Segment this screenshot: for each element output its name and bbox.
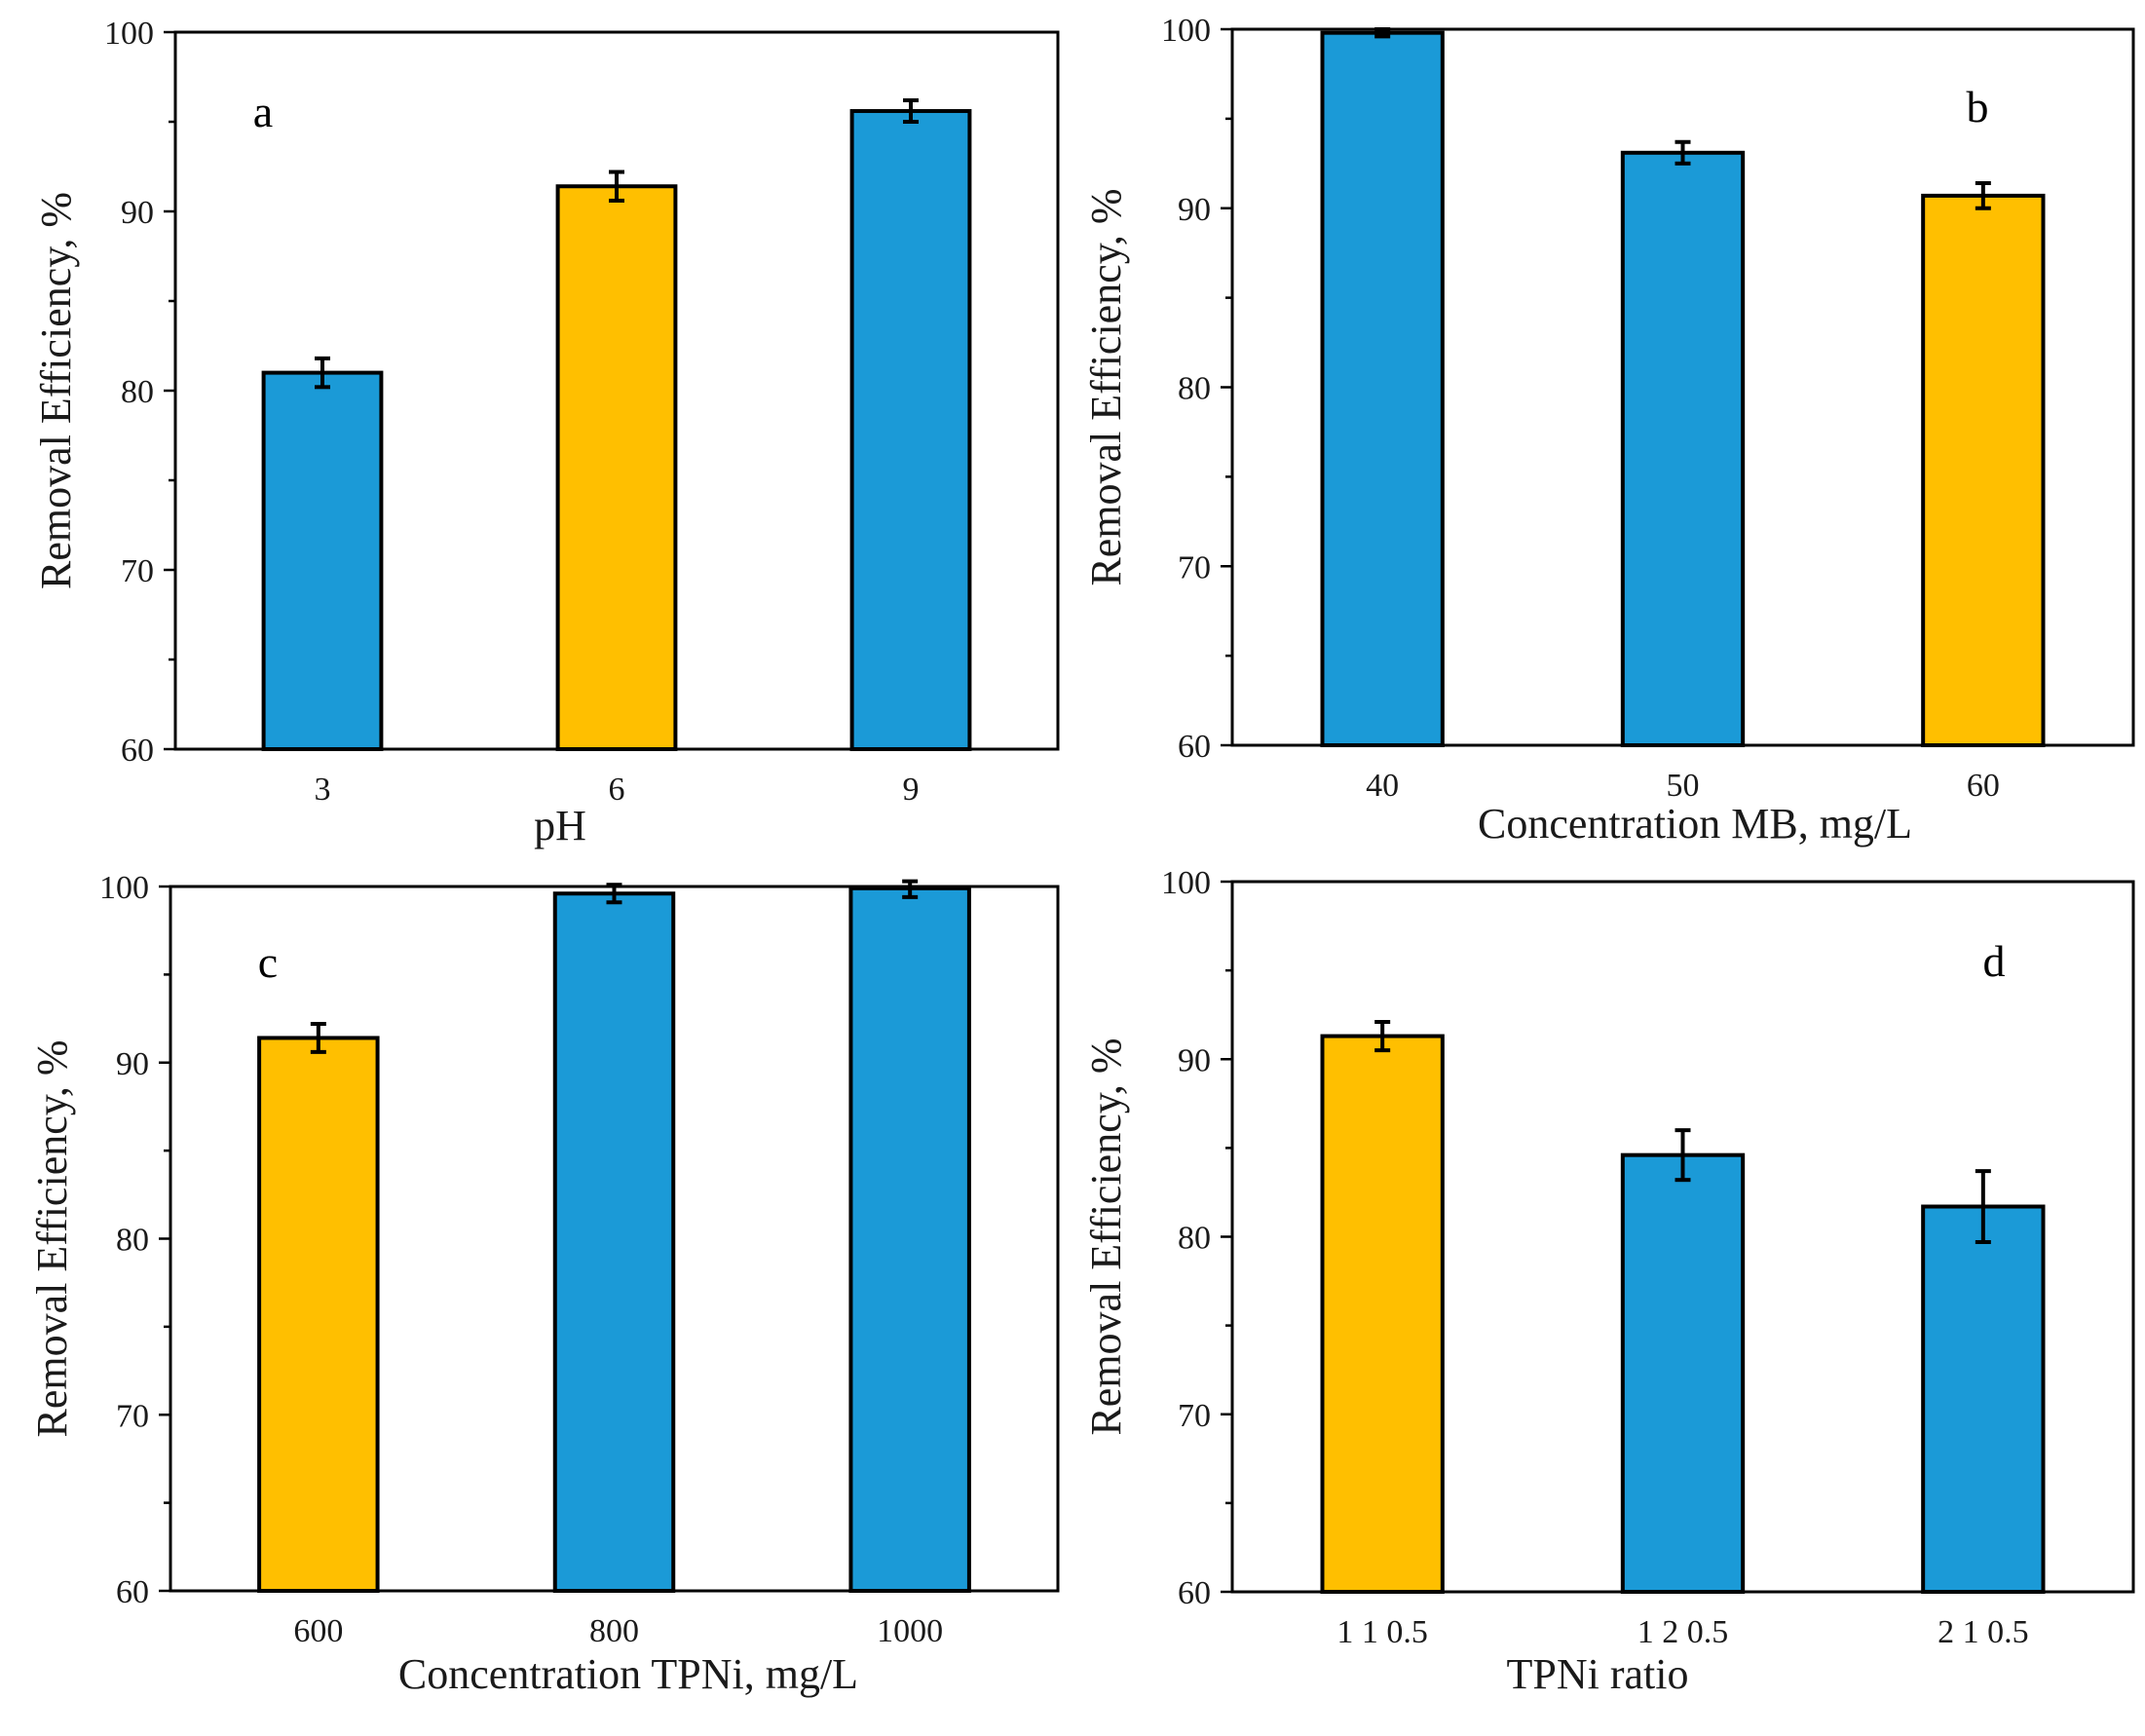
x-tick-label: 1 2 0.5: [1637, 1614, 1729, 1650]
bar-600: [257, 1036, 380, 1593]
panel-c: 60 70 80 90 100 600 800 1000 Concentration TPNi,…: [28, 870, 1060, 1698]
panel-label: b: [1967, 82, 1989, 132]
bar-2-1-0.5: [1921, 1204, 2046, 1594]
bar-60: [1921, 193, 2046, 747]
error-bar: [1675, 1128, 1691, 1183]
y-axis-title: Removal Efficiency, %: [32, 192, 80, 589]
y-tick-label: 60: [1178, 1575, 1211, 1611]
panel-a: 60 70 80 90 100 3 6 9 pH Removal Efficiency, % a: [32, 16, 1060, 849]
panel-d: 60 70 80 90 100 1 1 0.5 1 2 0.5 2 1 0.5 TPNi rat…: [1082, 865, 2135, 1698]
x-tick-label: 40: [1366, 768, 1399, 804]
panel-label: d: [1983, 936, 2006, 986]
y-tick-label: 70: [1178, 1398, 1211, 1434]
y-tick-label: 90: [1178, 192, 1211, 228]
y-tick-label: 60: [121, 733, 154, 769]
bar-800: [552, 891, 676, 1593]
x-axis-title: Concentration TPNi, mg/L: [398, 1650, 858, 1698]
x-tick-label: 3: [315, 772, 331, 808]
x-tick-label: 2 1 0.5: [1938, 1614, 2029, 1650]
y-tick-label: 70: [116, 1398, 149, 1434]
y-tick-label: 60: [116, 1574, 149, 1610]
y-tick-label: 90: [1178, 1042, 1211, 1078]
error-bar: [903, 97, 919, 124]
x-axis-title: pH: [534, 802, 586, 849]
bar-1-2-0.5: [1620, 1152, 1746, 1595]
y-tick-label: 80: [121, 374, 154, 410]
x-axis-title: Concentration MB, mg/L: [1478, 800, 1912, 848]
bar-3: [261, 370, 384, 751]
error-bar: [606, 883, 622, 905]
panel-label: a: [253, 87, 273, 136]
y-tick-label: 100: [104, 16, 154, 52]
y-tick-label: 100: [1161, 865, 1211, 901]
y-tick-label: 80: [116, 1223, 149, 1259]
y-tick-label: 70: [1178, 549, 1211, 585]
error-bar: [1675, 139, 1691, 166]
bar-1-1-0.5: [1320, 1034, 1445, 1594]
y-axis-title: Removal Efficiency, %: [1082, 1038, 1130, 1435]
error-bar: [902, 879, 919, 899]
error-bar: [310, 1021, 326, 1054]
error-bar: [1374, 27, 1391, 39]
error-bar: [609, 170, 624, 203]
y-axis-title: Removal Efficiency, %: [28, 1039, 76, 1437]
bar-1000: [848, 886, 971, 1593]
x-tick-label: 1 1 0.5: [1336, 1614, 1428, 1650]
x-tick-label: 9: [903, 772, 920, 808]
x-tick-label: 60: [1967, 768, 2000, 804]
y-tick-label: 90: [121, 195, 154, 231]
bar-50: [1620, 150, 1746, 748]
bar-40: [1320, 30, 1445, 748]
x-axis-title: TPNi ratio: [1507, 1650, 1689, 1698]
x-tick-label: 6: [609, 772, 625, 808]
bar-9: [849, 108, 972, 751]
x-tick-label: 600: [293, 1613, 343, 1649]
error-bar: [1975, 181, 1991, 210]
bar-6: [555, 184, 678, 752]
y-tick-label: 90: [116, 1046, 149, 1082]
x-tick-label: 800: [589, 1613, 639, 1649]
y-tick-label: 80: [1178, 1221, 1211, 1257]
panel-label: c: [258, 937, 278, 987]
error-bar: [315, 356, 330, 390]
y-tick-label: 60: [1178, 729, 1211, 765]
y-tick-label: 80: [1178, 371, 1211, 407]
error-bar: [1374, 1019, 1391, 1053]
y-tick-label: 100: [1161, 13, 1211, 49]
x-tick-label: 50: [1667, 768, 1700, 804]
y-tick-label: 100: [99, 870, 149, 906]
x-tick-label: 1000: [877, 1613, 943, 1649]
error-bar: [1975, 1169, 1991, 1244]
panel-b: 60 70 80 90 100 40 50 60 Concentration MB, mg/L R…: [1082, 13, 2135, 848]
y-tick-label: 70: [121, 553, 154, 589]
y-axis-title: Removal Efficiency, %: [1082, 188, 1130, 585]
